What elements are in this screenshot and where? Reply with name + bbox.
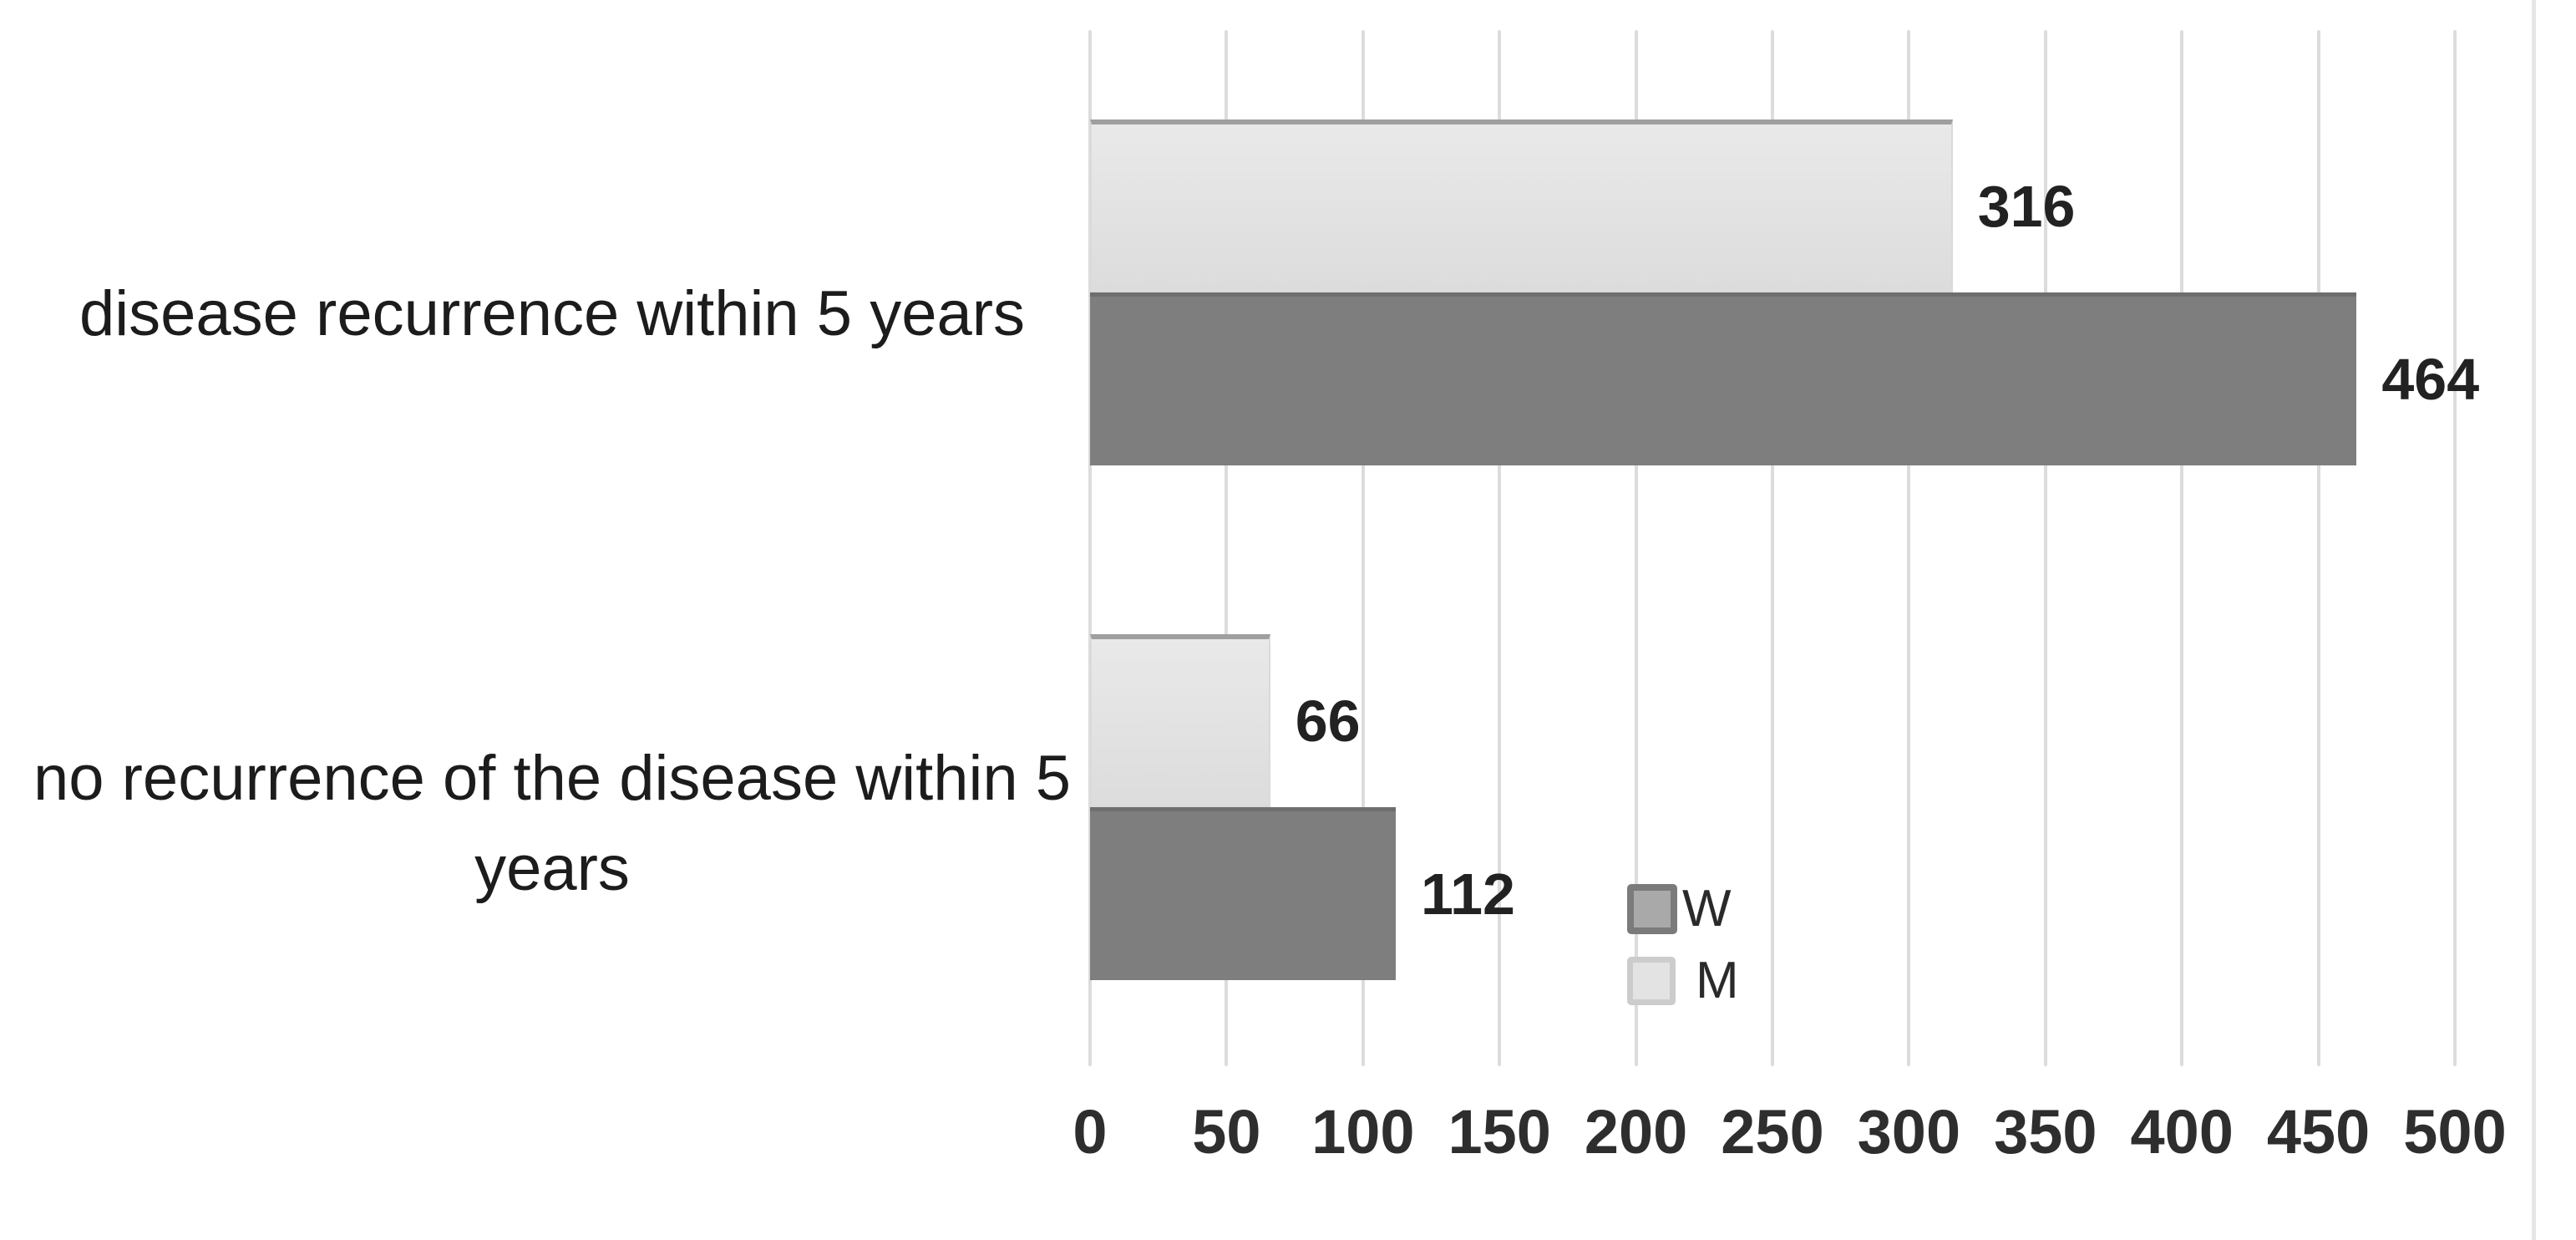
figure-right-border bbox=[2532, 0, 2536, 1240]
x-tick-label-450: 450 bbox=[2266, 1097, 2371, 1166]
x-tick-label-100: 100 bbox=[1311, 1097, 1415, 1166]
x-tick-label-500: 500 bbox=[2403, 1097, 2507, 1166]
x-tick-label-200: 200 bbox=[1584, 1097, 1688, 1166]
gridline-350 bbox=[2043, 30, 2047, 1066]
value-label-m-category-1: 66 bbox=[1295, 688, 1361, 754]
category-label-no-recurrence: no recurrence of the disease within 5 ye… bbox=[33, 743, 1072, 904]
x-tick-label-400: 400 bbox=[2130, 1097, 2234, 1166]
gridline-500 bbox=[2453, 30, 2457, 1066]
legend-label-m: M bbox=[1696, 952, 1739, 1009]
gridline-400 bbox=[2180, 30, 2184, 1066]
x-tick-label-50: 50 bbox=[1192, 1097, 1261, 1166]
bar-m-category-0 bbox=[1090, 119, 1953, 292]
plot-area: 316 464 66 112 bbox=[1088, 30, 2479, 1066]
legend-entry-m: M bbox=[1627, 952, 1739, 1009]
legend-entry-w: W bbox=[1627, 880, 1739, 938]
gridline-200 bbox=[1634, 30, 1638, 1066]
x-tick-label-250: 250 bbox=[1721, 1097, 1824, 1166]
value-label-m-category-0: 316 bbox=[1977, 173, 2076, 239]
gridline-250 bbox=[1771, 30, 1774, 1066]
bar-w-category-0 bbox=[1090, 292, 2357, 465]
x-tick-label-0: 0 bbox=[1072, 1097, 1108, 1166]
legend-swatch-w-icon bbox=[1627, 884, 1677, 934]
legend-swatch-m-icon bbox=[1627, 957, 1676, 1005]
gridline-150 bbox=[1498, 30, 1502, 1066]
legend: W M bbox=[1627, 880, 1739, 1028]
gridline-450 bbox=[2316, 30, 2320, 1066]
legend-label-w: W bbox=[1682, 880, 1732, 938]
bar-w-category-1 bbox=[1090, 807, 1397, 980]
gridline-0 bbox=[1088, 30, 1092, 1066]
value-label-w-category-1: 112 bbox=[1421, 861, 1515, 927]
category-label-disease-recurrence: disease recurrence within 5 years bbox=[79, 278, 1026, 349]
bar-m-category-1 bbox=[1090, 634, 1270, 807]
value-label-w-category-0: 464 bbox=[2381, 346, 2480, 412]
x-tick-label-150: 150 bbox=[1448, 1097, 1551, 1166]
x-tick-label-350: 350 bbox=[1994, 1097, 2097, 1166]
gridline-100 bbox=[1361, 30, 1365, 1066]
gridline-50 bbox=[1225, 30, 1229, 1066]
gridline-300 bbox=[1907, 30, 1911, 1066]
x-tick-label-300: 300 bbox=[1857, 1097, 1961, 1166]
